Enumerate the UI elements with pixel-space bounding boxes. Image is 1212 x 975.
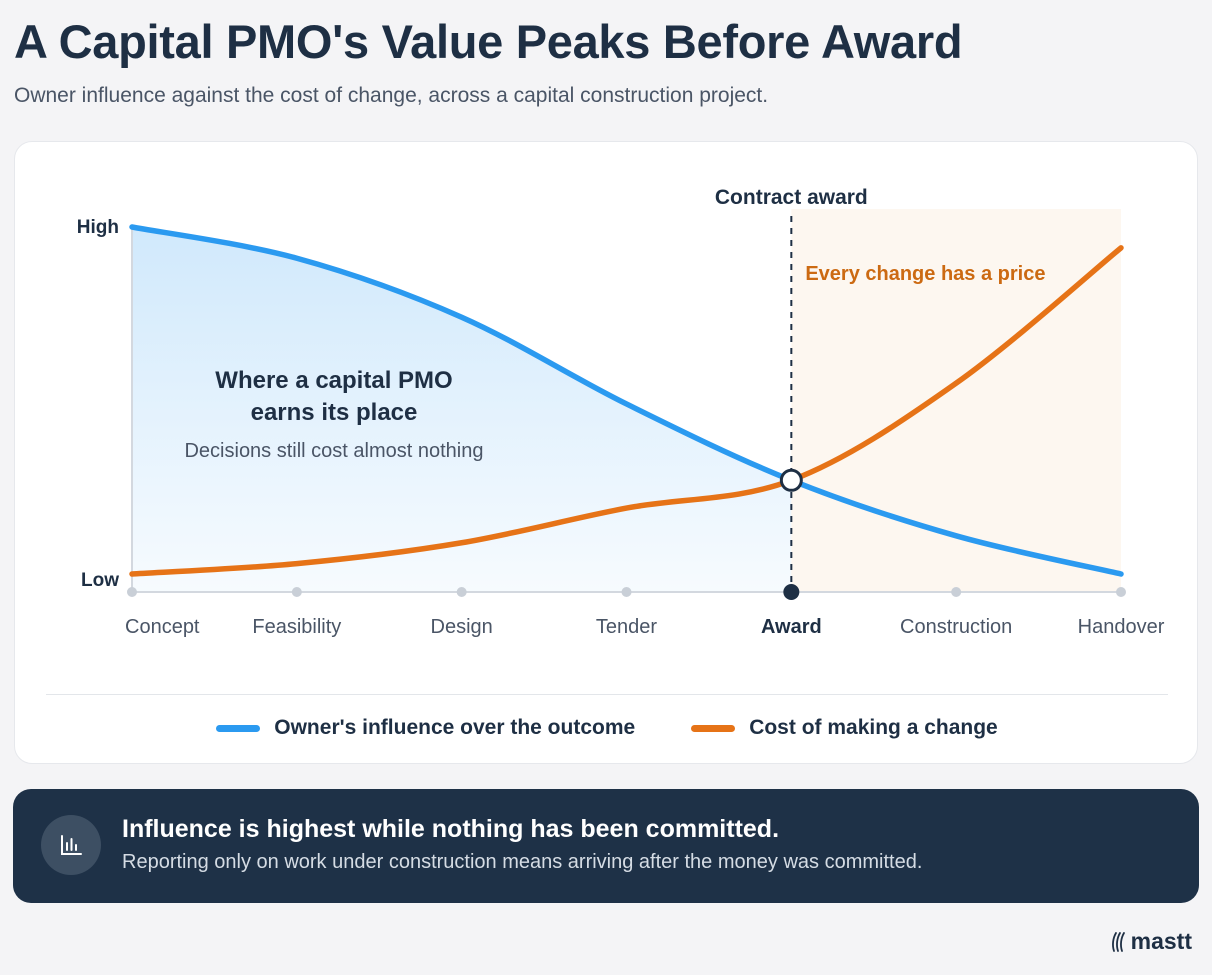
x-tick-concept [127, 587, 137, 597]
crossover-point [779, 468, 803, 492]
x-label-award: Award [761, 616, 822, 638]
x-tick-construction [951, 587, 962, 597]
chart-legend: Owner's influence over the outcome Cost … [15, 710, 1199, 746]
page-title: A Capital PMO's Value Peaks Before Award [14, 15, 963, 68]
mastt-logo-icon [1111, 931, 1125, 952]
y-tick-high: High [77, 217, 119, 238]
legend-item-influence: Owner's influence over the outcome [216, 716, 635, 740]
cost-line [129, 245, 1124, 577]
x-tick-design [456, 587, 467, 597]
page-subtitle: Owner influence against the cost of chan… [14, 84, 769, 107]
legend-swatch-cost [691, 724, 736, 732]
pmo-zone-note: Decisions still cost almost nothing [184, 440, 483, 462]
x-label-tender: Tender [596, 616, 657, 638]
y-tick-low: Low [81, 570, 119, 591]
legend-item-cost: Cost of making a change [691, 716, 998, 740]
legend-label-cost: Cost of making a change [749, 716, 998, 739]
x-tick-tender [621, 587, 632, 597]
x-tick-feasibility [291, 587, 302, 597]
bar-chart-icon [41, 815, 101, 875]
pmo-zone-title-line2: earns its place [251, 399, 418, 426]
legend-label-influence: Owner's influence over the outcome [274, 716, 636, 739]
contract-award-label: Contract award [715, 186, 868, 209]
post-award-zone [791, 209, 1121, 592]
brand-logo: mastt [1111, 928, 1192, 955]
x-label-construction: Construction [900, 616, 1012, 638]
x-tick-award [783, 584, 800, 600]
legend-swatch-influence [216, 724, 261, 732]
x-label-design: Design [431, 616, 493, 638]
x-tick-handover [1116, 587, 1126, 597]
influence-cost-chart: High Low Concept Feasibility Design Tender Awa… [77, 186, 1165, 638]
callout-body: Reporting only on work under constructio… [122, 851, 923, 873]
insight-callout: Influence is highest while nothing has b… [13, 789, 1199, 903]
x-label-concept: Concept [125, 616, 200, 638]
x-label-handover: Handover [1078, 616, 1165, 638]
x-label-feasibility: Feasibility [252, 616, 341, 638]
callout-headline: Influence is highest while nothing has b… [122, 815, 780, 843]
pmo-zone-title-line1: Where a capital PMO [215, 367, 452, 394]
pre-award-influence-area [132, 227, 792, 592]
brand-name: mastt [1130, 928, 1192, 954]
chart-card: High Low Concept Feasibility Design Tender Awa… [14, 141, 1198, 764]
post-award-zone-label: Every change has a price [805, 263, 1045, 285]
legend-divider [46, 694, 1168, 695]
influence-line [129, 224, 1124, 577]
